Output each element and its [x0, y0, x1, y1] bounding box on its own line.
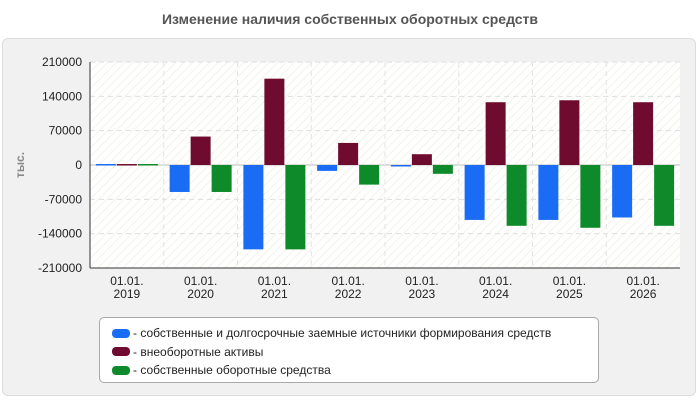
x-tick-label: 2026: [630, 287, 657, 301]
y-tick-label: -140000: [38, 227, 82, 241]
y-tick-label: -210000: [38, 261, 82, 275]
bar: [169, 165, 190, 192]
y-tick-label: 0: [75, 158, 82, 172]
bar: [359, 165, 380, 185]
bar: [633, 102, 654, 165]
legend-item-noncurrent-assets: - внеоборотные активы: [112, 343, 598, 362]
x-tick-label: 2021: [261, 287, 288, 301]
y-axis-label: тыс.: [13, 152, 27, 178]
bar: [390, 165, 411, 167]
x-tick-label: 01.01.: [331, 274, 364, 288]
x-tick-label: 01.01.: [184, 274, 217, 288]
bar: [137, 164, 158, 166]
bar: [243, 165, 264, 250]
legend-swatch-working-capital: [112, 365, 130, 375]
legend: - собственные и долгосрочные заемные ист…: [99, 317, 599, 383]
x-tick-label: 2024: [482, 287, 509, 301]
bar: [211, 165, 232, 192]
legend-swatch-noncurrent-assets: [112, 347, 130, 357]
bar: [538, 165, 559, 220]
bar: [190, 136, 211, 165]
bar: [464, 165, 485, 220]
bar: [116, 164, 137, 166]
bar: [411, 154, 432, 165]
y-tick-label: 210000: [42, 55, 82, 69]
x-tick-label: 01.01.: [479, 274, 512, 288]
bar: [432, 165, 453, 174]
x-tick-label: 2020: [187, 287, 214, 301]
x-tick-label: 2019: [114, 287, 141, 301]
x-tick-label: 01.01.: [626, 274, 659, 288]
bar: [485, 102, 506, 165]
bar: [95, 164, 116, 166]
y-tick-label: 70000: [49, 124, 83, 138]
x-tick-label: 01.01.: [110, 274, 143, 288]
chart-title: Изменение наличия собственных оборотных …: [161, 11, 539, 27]
bar: [654, 165, 675, 226]
bar: [580, 165, 601, 228]
bar: [612, 165, 633, 218]
x-tick-label: 2022: [335, 287, 362, 301]
legend-item-sources: - собственные и долгосрочные заемные ист…: [112, 324, 598, 343]
bar: [338, 142, 359, 165]
x-tick-label: 01.01.: [405, 274, 438, 288]
bar: [264, 78, 285, 165]
legend-label-sources: - собственные и долгосрочные заемные ист…: [133, 326, 552, 341]
x-tick-label: 2025: [556, 287, 583, 301]
bar: [506, 165, 527, 226]
bar: [317, 165, 338, 171]
bar: [559, 100, 580, 165]
legend-item-working-capital: - собственные оборотные средства: [112, 361, 598, 380]
y-tick-label: 140000: [42, 89, 82, 103]
legend-swatch-sources: [112, 328, 130, 338]
legend-label-noncurrent-assets: - внеоборотные активы: [133, 344, 264, 359]
legend-label-working-capital: - собственные оборотные средства: [133, 363, 331, 378]
x-tick-label: 01.01.: [553, 274, 586, 288]
bar: [285, 165, 306, 250]
x-tick-label: 01.01.: [258, 274, 291, 288]
x-tick-label: 2023: [409, 287, 436, 301]
y-tick-label: -70000: [45, 192, 83, 206]
